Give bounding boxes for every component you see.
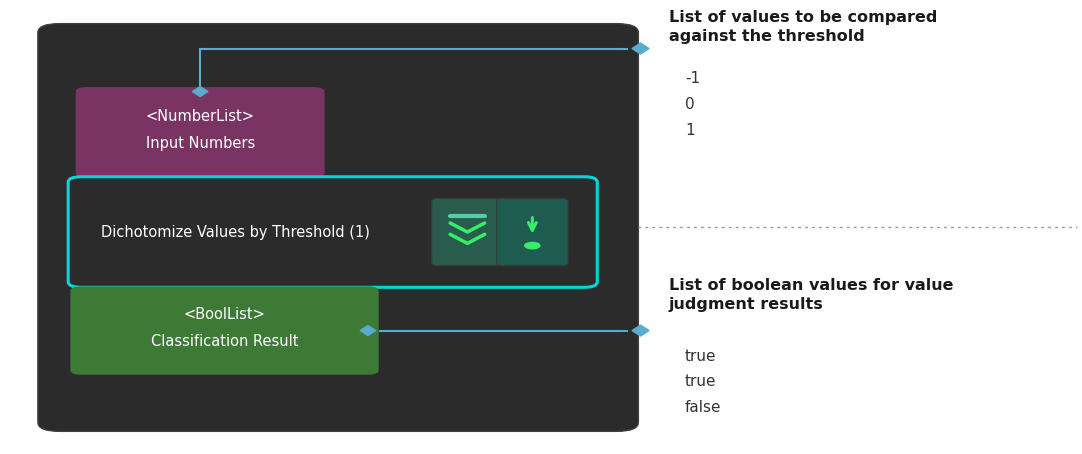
Text: true
true
false: true true false [685, 349, 722, 415]
Text: <BoolList>: <BoolList> [184, 307, 265, 322]
Text: List of values to be compared
against the threshold: List of values to be compared against th… [669, 10, 937, 44]
Text: <NumberList>: <NumberList> [146, 109, 254, 124]
Circle shape [525, 242, 540, 249]
Text: -1
0
1: -1 0 1 [685, 71, 700, 138]
Polygon shape [632, 43, 649, 54]
FancyBboxPatch shape [70, 286, 379, 375]
Text: Classification Result: Classification Result [150, 335, 299, 350]
FancyBboxPatch shape [68, 177, 597, 287]
FancyBboxPatch shape [432, 198, 503, 266]
Text: Input Numbers: Input Numbers [146, 136, 254, 151]
FancyBboxPatch shape [497, 198, 568, 266]
FancyBboxPatch shape [76, 87, 325, 178]
Text: List of boolean values for value
judgment results: List of boolean values for value judgmen… [669, 278, 953, 312]
Polygon shape [193, 87, 208, 97]
FancyBboxPatch shape [38, 24, 638, 431]
Text: Dichotomize Values by Threshold (1): Dichotomize Values by Threshold (1) [101, 225, 369, 240]
Polygon shape [360, 326, 375, 336]
Polygon shape [632, 325, 649, 336]
